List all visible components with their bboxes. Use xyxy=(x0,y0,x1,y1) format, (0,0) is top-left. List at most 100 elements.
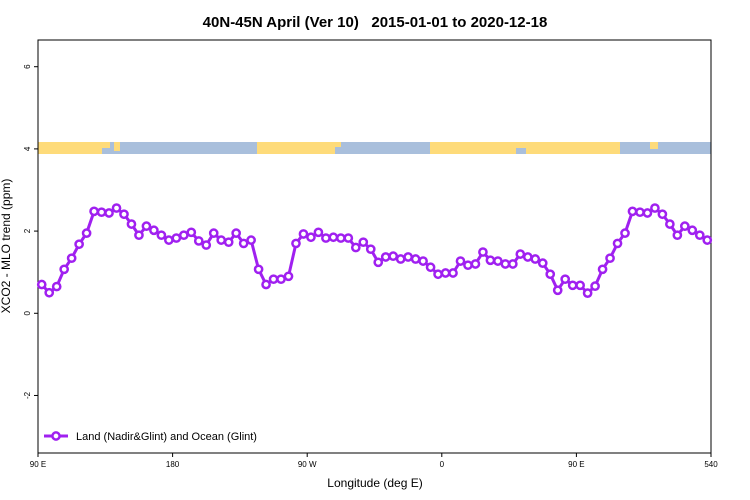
y-tick-label: -2 xyxy=(23,391,32,399)
point xyxy=(590,281,600,292)
point xyxy=(321,233,331,243)
point xyxy=(425,262,436,273)
point xyxy=(51,281,62,292)
point xyxy=(612,238,623,249)
point xyxy=(388,251,399,262)
chart-title: 40N-45N April (Ver 10) 2015-01-01 to 202… xyxy=(203,14,548,31)
legend-marker xyxy=(51,431,61,441)
point xyxy=(44,287,55,298)
point xyxy=(111,203,122,213)
y-tick-label: 4 xyxy=(23,146,32,151)
point xyxy=(81,228,92,238)
point xyxy=(478,247,488,257)
point xyxy=(694,230,705,241)
point xyxy=(66,253,77,264)
point xyxy=(567,280,578,291)
point xyxy=(298,229,309,239)
point xyxy=(283,271,294,282)
y-tick-label: 6 xyxy=(23,64,32,69)
x-tick-label: 540 xyxy=(704,460,718,469)
point xyxy=(104,208,114,218)
point xyxy=(156,230,167,241)
point xyxy=(313,227,324,238)
point xyxy=(537,258,548,268)
y-tick-label: 2 xyxy=(23,228,32,233)
point xyxy=(470,259,481,269)
point xyxy=(223,237,234,248)
point xyxy=(358,237,369,248)
point xyxy=(582,288,593,298)
point xyxy=(575,280,585,291)
point xyxy=(650,203,660,213)
point xyxy=(485,255,496,266)
point xyxy=(597,264,608,275)
x-axis-label: Longitude (deg E) xyxy=(327,476,422,490)
point xyxy=(268,274,279,285)
point xyxy=(74,239,84,250)
point xyxy=(276,274,286,285)
point xyxy=(642,208,653,218)
point xyxy=(328,232,339,243)
point xyxy=(635,207,645,218)
point xyxy=(149,225,159,236)
point xyxy=(373,257,384,268)
point xyxy=(291,238,301,249)
point xyxy=(231,228,242,238)
point xyxy=(36,279,47,290)
point xyxy=(515,249,526,259)
point xyxy=(261,279,271,290)
point xyxy=(380,252,391,262)
y-tick-label: 0 xyxy=(23,311,32,316)
point xyxy=(201,240,212,250)
x-tick-label: 90 E xyxy=(30,460,46,469)
point xyxy=(350,242,361,253)
point xyxy=(418,256,428,266)
point xyxy=(164,235,174,245)
point xyxy=(493,256,503,266)
point xyxy=(627,206,638,217)
legend-label: Land (Nadir&Glint) and Ocean (Glint) xyxy=(76,431,257,443)
point xyxy=(238,238,249,249)
point xyxy=(440,268,451,278)
point xyxy=(522,252,533,262)
point xyxy=(141,221,152,232)
plot-frame xyxy=(37,39,712,454)
y-axis-label: XCO2 - MLO trend (ppm) xyxy=(0,179,13,314)
point xyxy=(193,236,204,246)
x-tick-label: 180 xyxy=(166,460,180,469)
point xyxy=(605,253,615,264)
point xyxy=(672,230,683,241)
point xyxy=(687,225,698,236)
point xyxy=(216,235,227,245)
point xyxy=(59,264,70,275)
point xyxy=(545,269,556,280)
point xyxy=(208,228,219,238)
point xyxy=(463,260,473,271)
x-tick-label: 90 W xyxy=(298,460,317,469)
x-tick-label: 90 E xyxy=(568,460,584,469)
point xyxy=(702,235,713,245)
point xyxy=(679,221,690,232)
point xyxy=(433,269,443,280)
point xyxy=(620,228,630,238)
x-tick-label: 0 xyxy=(440,460,445,469)
point xyxy=(365,244,376,255)
point xyxy=(306,232,316,243)
point xyxy=(500,259,511,269)
point xyxy=(336,233,346,243)
point xyxy=(119,209,129,220)
point xyxy=(395,254,406,264)
point xyxy=(560,274,571,285)
point xyxy=(253,264,264,275)
point xyxy=(403,252,413,262)
point xyxy=(186,227,197,238)
point xyxy=(657,209,668,220)
point xyxy=(552,285,563,296)
point xyxy=(343,233,354,243)
point xyxy=(530,254,541,264)
point xyxy=(410,254,421,264)
point xyxy=(246,235,256,245)
point xyxy=(178,230,189,241)
point xyxy=(507,259,518,269)
